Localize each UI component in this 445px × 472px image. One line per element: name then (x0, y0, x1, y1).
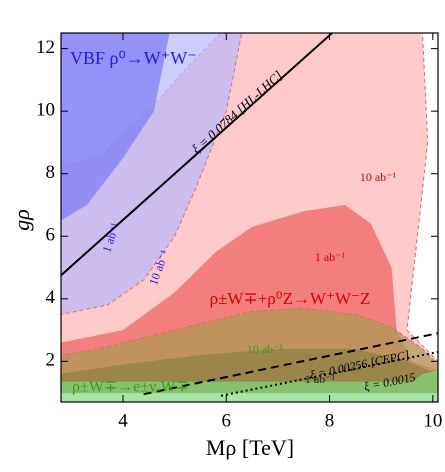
y-tick-label: 4 (46, 287, 56, 308)
xi-line (220, 350, 438, 397)
y-axis-label: gρ (9, 209, 34, 231)
annotation: VBF ρ⁰→W⁺W⁻ (70, 48, 197, 68)
annotation: 1 ab⁻¹ (305, 372, 336, 386)
x-tick-label: 10 (423, 410, 442, 431)
x-tick-label: 8 (325, 410, 335, 431)
x-axis-label: Mρ [TeV] (206, 435, 294, 460)
y-tick-label: 12 (36, 37, 55, 58)
y-tick-label: 10 (36, 100, 55, 121)
y-tick-label: 6 (46, 225, 56, 246)
x-tick-label: 4 (118, 410, 128, 431)
region (61, 370, 438, 402)
y-tick-label: 8 (46, 162, 56, 183)
plot-frame (60, 32, 439, 403)
annotation: ρ±W∓+ρ⁰Z→W⁺W⁻Z (210, 289, 371, 308)
x-tick-label: 6 (222, 410, 232, 431)
xi-line (143, 332, 438, 396)
annotation: 10 ab⁻¹ (360, 170, 397, 184)
xi-line (61, 33, 333, 277)
y-tick-label: 2 (46, 350, 56, 371)
annotation: ρ±W∓→e±νₑW∓ (72, 379, 189, 396)
annotation: 10 ab⁻¹ (247, 342, 284, 356)
region (61, 33, 170, 221)
annotation: 1 ab⁻¹ (315, 250, 346, 264)
